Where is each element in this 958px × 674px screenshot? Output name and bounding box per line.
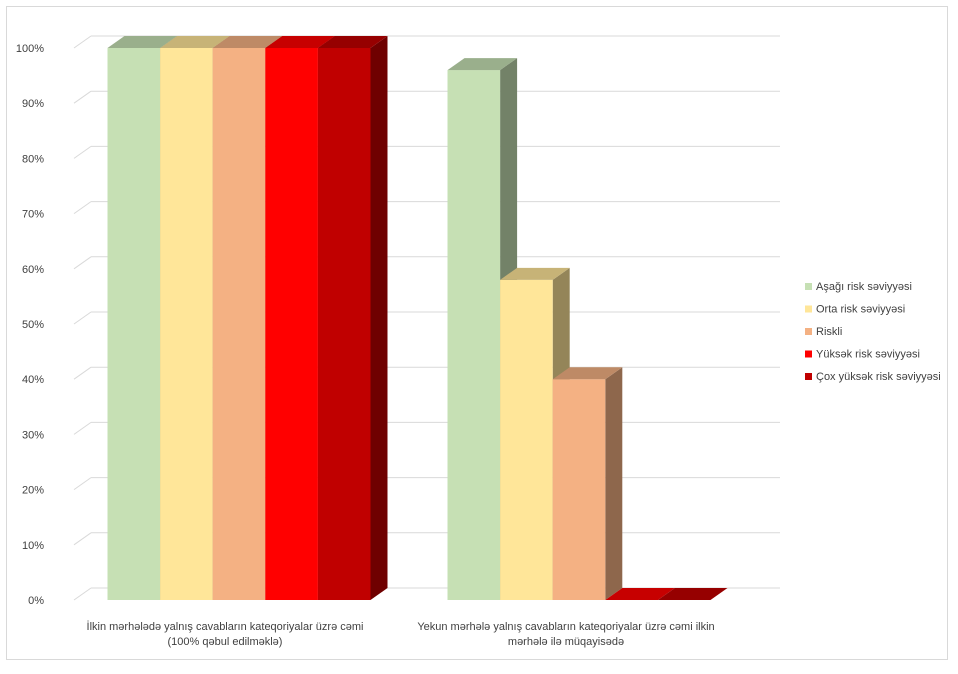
bar-front [212, 48, 266, 600]
gridline-diagonal [73, 35, 92, 49]
bar-front [500, 279, 553, 600]
legend-label: Aşağı risk səviyyəsi [816, 281, 912, 293]
gridline-diagonal [73, 201, 92, 215]
legend-item: Orta risk səviyyəsi [805, 304, 905, 316]
bar [657, 588, 728, 600]
bar-front [160, 48, 213, 600]
bar-top [265, 36, 335, 48]
bar-side [605, 367, 623, 600]
y-tick-label: 30% [22, 429, 44, 441]
bar-top [447, 58, 518, 71]
y-tick-label: 60% [22, 264, 44, 276]
gridline-diagonal [73, 587, 92, 601]
legend-swatch [805, 373, 812, 380]
legend-label: Yüksək risk səviyyəsi [816, 349, 920, 361]
bar-top [212, 36, 283, 48]
bar-front [107, 48, 161, 600]
gridline-diagonal [73, 477, 92, 491]
bar [552, 367, 623, 600]
gridline-diagonal [73, 90, 92, 104]
legend: Aşağı risk səviyyəsi Orta risk səviyyəsi R… [805, 281, 941, 383]
gridline-diagonal [73, 366, 92, 380]
legend-label: Orta risk səviyyəsi [816, 304, 905, 316]
y-tick-label: 90% [22, 98, 44, 110]
y-tick-label: 10% [22, 540, 44, 552]
y-tick-label: 80% [22, 153, 44, 165]
x-category-label: Yekun mərhələ yalnış cavabların kateqori… [417, 621, 714, 633]
x-category-label: mərhələ ilə müqayisədə [508, 636, 624, 648]
gridline-diagonal [73, 256, 92, 270]
gridline-diagonal [73, 145, 92, 159]
legend-label: Riskli [816, 326, 842, 338]
gridline-diagonal [73, 421, 92, 435]
y-tick-label: 20% [22, 485, 44, 497]
legend-swatch [805, 328, 812, 335]
y-tick-label: 40% [22, 374, 44, 386]
y-tick-label: 50% [22, 319, 44, 331]
legend-label: Çox yüksək risk səviyyəsi [816, 371, 941, 383]
bar [605, 588, 675, 600]
bar-top [552, 367, 623, 380]
legend-item: Aşağı risk səviyyəsi [805, 281, 912, 293]
bar-top [500, 267, 570, 280]
y-axis-ticks: 0% 10% 20% 30% 40% 50% 60% 70% 80% 90% 100% [16, 43, 44, 607]
bar-top [160, 36, 230, 48]
y-tick-label: 70% [22, 209, 44, 221]
x-category-label: (100% qəbul edilməklə) [168, 636, 283, 648]
y-tick-label: 100% [16, 43, 44, 55]
legend-item: Riskli [805, 326, 842, 338]
bar-front [317, 48, 371, 600]
bars [107, 36, 728, 600]
y-tick-label: 0% [28, 595, 44, 607]
x-axis-labels: İlkin mərhələdə yalnış cavabların kateqo… [87, 620, 715, 648]
gridline-diagonal [73, 311, 92, 325]
legend-item: Çox yüksək risk səviyyəsi [805, 371, 941, 383]
bar-top [317, 36, 388, 48]
bar-front [447, 70, 501, 600]
bar-front [552, 379, 606, 600]
x-category-label: İlkin mərhələdə yalnış cavabların kateqo… [87, 620, 364, 633]
bar-side [370, 36, 388, 600]
bar-front [265, 48, 318, 600]
bar-top [605, 588, 675, 600]
bar-top [657, 588, 728, 600]
legend-swatch [805, 305, 812, 313]
legend-swatch [805, 283, 812, 290]
gridline-diagonal [73, 532, 92, 546]
bar-top [107, 36, 178, 48]
bar [317, 36, 388, 600]
legend-item: Yüksək risk səviyyəsi [805, 349, 920, 361]
legend-swatch [805, 350, 812, 358]
